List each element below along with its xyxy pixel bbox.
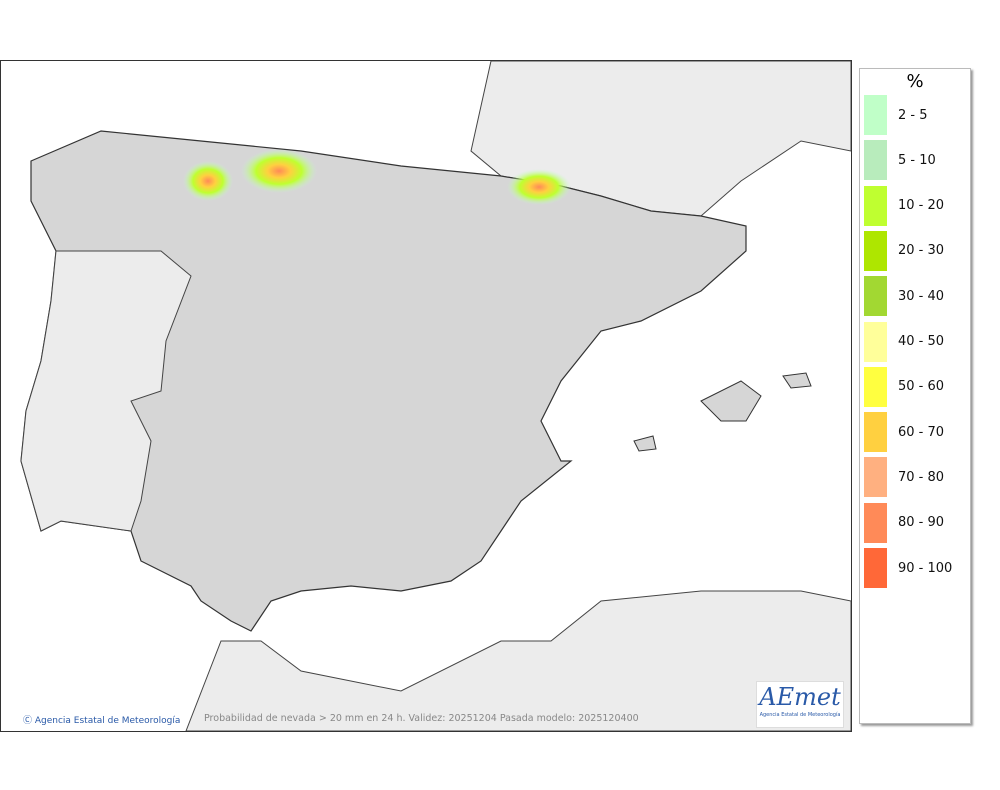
logo-subtitle: Agencia Estatal de Meteorología — [759, 712, 841, 718]
legend-item: 10 - 20 — [864, 185, 945, 226]
aemet-logo: AEmet Agencia Estatal de Meteorología — [756, 681, 844, 728]
legend-label: 70 - 80 — [898, 469, 945, 485]
legend-unit: % — [906, 71, 924, 92]
legend-item: 70 - 80 — [864, 457, 945, 498]
snow-probability-area — [183, 161, 233, 201]
legend-swatch — [864, 230, 887, 271]
legend-label: 90 - 100 — [898, 560, 953, 576]
legend-swatch — [864, 366, 887, 407]
snow-probability-area — [507, 169, 571, 205]
legend-swatch — [864, 412, 887, 453]
logo-text: AEmet — [759, 683, 841, 711]
legend-label: 50 - 60 — [898, 379, 945, 395]
legend: % 2 - 5 5 - 10 10 - 20 20 - 30 30 - 40 40 - 5… — [859, 68, 971, 724]
legend-label: 10 - 20 — [898, 198, 945, 214]
mallorca — [700, 380, 762, 422]
legend-label: 20 - 30 — [898, 243, 945, 259]
credit-text: Agencia Estatal de Meteorología — [34, 716, 181, 726]
legend-swatch — [864, 95, 887, 135]
ibiza — [633, 435, 657, 452]
snow-probability-area — [241, 149, 317, 193]
legend-swatch — [864, 185, 887, 226]
legend-label: 30 - 40 — [898, 288, 945, 304]
portugal-land — [20, 250, 192, 532]
legend-item: 5 - 10 — [864, 140, 936, 181]
legend-swatch — [864, 457, 887, 498]
legend-swatch — [864, 276, 887, 317]
legend-item: 90 - 100 — [864, 548, 952, 588]
legend-item: 40 - 50 — [864, 321, 945, 362]
legend-swatch — [864, 140, 887, 181]
legend-label: 5 - 10 — [898, 152, 936, 168]
legend-item: 2 - 5 — [864, 95, 928, 135]
legend-swatch — [864, 548, 887, 588]
map-panel: Ⓒ Agencia Estatal de Meteorología Probab… — [0, 60, 852, 732]
legend-item: 60 - 70 — [864, 412, 945, 453]
legend-item: 20 - 30 — [864, 230, 945, 271]
legend-label: 40 - 50 — [898, 334, 945, 349]
legend-label: 80 - 90 — [898, 515, 945, 531]
map-caption: Probabilidad de nevada > 20 mm en 24 h. … — [204, 713, 639, 724]
legend-item: 30 - 40 — [864, 276, 945, 317]
legend-label: 60 - 70 — [898, 424, 945, 440]
africa-land — [185, 590, 851, 731]
legend-item: 50 - 60 — [864, 366, 945, 407]
legend-item: 80 - 90 — [864, 502, 945, 543]
legend-swatch — [864, 321, 887, 362]
menorca — [782, 372, 812, 389]
legend-swatch — [864, 502, 887, 543]
copyright-credit: Ⓒ Agencia Estatal de Meteorología — [23, 716, 181, 726]
map-svg — [20, 61, 851, 731]
legend-label: 2 - 5 — [898, 107, 928, 123]
